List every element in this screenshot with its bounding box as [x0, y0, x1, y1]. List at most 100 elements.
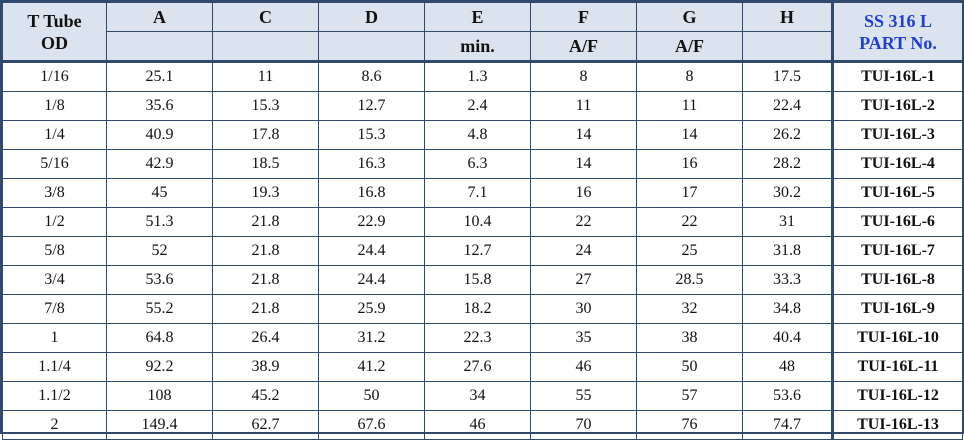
subheader-col-h [742, 31, 833, 62]
cell-h: 40.4 [742, 323, 833, 353]
table-body: 1/16 25.1 11 8.6 1.3 8 8 17.5 TUI-16L-1 … [2, 61, 963, 440]
table-row: 2 149.4 62.7 67.6 46 70 76 74.7 TUI-16L-… [2, 410, 963, 440]
cell-f: 70 [530, 410, 637, 440]
subheader-col-d [318, 31, 425, 62]
cell-tube-od: 7/8 [2, 294, 107, 324]
cell-h: 30.2 [742, 178, 833, 208]
cell-c: 21.8 [212, 207, 319, 237]
table-header: T Tube OD A C D E F G H SS 316 L PART No… [2, 2, 963, 62]
cell-d: 67.6 [318, 410, 425, 440]
cell-g: 25 [636, 236, 743, 266]
header-part-number: SS 316 L PART No. [831, 2, 963, 62]
cell-d: 12.7 [318, 91, 425, 121]
cell-d: 16.8 [318, 178, 425, 208]
cell-a: 55.2 [106, 294, 213, 324]
cell-tube-od: 3/8 [2, 178, 107, 208]
cell-e: 46 [424, 410, 531, 440]
cell-f: 14 [530, 120, 637, 150]
header-tube-od: T Tube OD [2, 2, 107, 62]
header-col-a: A [106, 2, 213, 32]
cell-g: 32 [636, 294, 743, 324]
cell-f: 30 [530, 294, 637, 324]
cell-g: 76 [636, 410, 743, 440]
cell-part-number: TUI-16L-2 [831, 91, 963, 121]
cell-a: 42.9 [106, 149, 213, 179]
cell-d: 24.4 [318, 236, 425, 266]
cell-part-number: TUI-16L-11 [831, 352, 963, 382]
cell-g: 14 [636, 120, 743, 150]
cell-a: 53.6 [106, 265, 213, 295]
cell-e: 4.8 [424, 120, 531, 150]
subheader-col-f: A/F [530, 31, 637, 62]
cell-d: 24.4 [318, 265, 425, 295]
cell-g: 8 [636, 61, 743, 92]
cell-a: 149.4 [106, 410, 213, 440]
cell-c: 45.2 [212, 381, 319, 411]
table-row: 1.1/4 92.2 38.9 41.2 27.6 46 50 48 TUI-1… [2, 352, 963, 382]
cell-f: 24 [530, 236, 637, 266]
cell-c: 19.3 [212, 178, 319, 208]
table-row: 1/4 40.9 17.8 15.3 4.8 14 14 26.2 TUI-16… [2, 120, 963, 150]
cell-a: 108 [106, 381, 213, 411]
cell-f: 11 [530, 91, 637, 121]
cell-tube-od: 5/8 [2, 236, 107, 266]
table-row: 1 64.8 26.4 31.2 22.3 35 38 40.4 TUI-16L… [2, 323, 963, 353]
table-row: 5/16 42.9 18.5 16.3 6.3 14 16 28.2 TUI-1… [2, 149, 963, 179]
cell-g: 28.5 [636, 265, 743, 295]
cell-e: 2.4 [424, 91, 531, 121]
header-row-1: T Tube OD A C D E F G H SS 316 L PART No… [2, 2, 963, 62]
cell-h: 28.2 [742, 149, 833, 179]
cell-d: 15.3 [318, 120, 425, 150]
cell-f: 16 [530, 178, 637, 208]
cell-e: 22.3 [424, 323, 531, 353]
header-col-g: G [636, 2, 743, 32]
cell-part-number: TUI-16L-12 [831, 381, 963, 411]
cell-c: 15.3 [212, 91, 319, 121]
cell-part-number: TUI-16L-7 [831, 236, 963, 266]
cell-d: 22.9 [318, 207, 425, 237]
cell-part-number: TUI-16L-5 [831, 178, 963, 208]
cell-g: 16 [636, 149, 743, 179]
cell-a: 92.2 [106, 352, 213, 382]
cell-d: 16.3 [318, 149, 425, 179]
cell-f: 27 [530, 265, 637, 295]
cell-e: 34 [424, 381, 531, 411]
cell-e: 15.8 [424, 265, 531, 295]
cell-h: 48 [742, 352, 833, 382]
cell-a: 51.3 [106, 207, 213, 237]
cell-g: 50 [636, 352, 743, 382]
cell-c: 21.8 [212, 294, 319, 324]
cell-part-number: TUI-16L-9 [831, 294, 963, 324]
cell-g: 17 [636, 178, 743, 208]
cell-g: 38 [636, 323, 743, 353]
cell-g: 11 [636, 91, 743, 121]
table-row: 7/8 55.2 21.8 25.9 18.2 30 32 34.8 TUI-1… [2, 294, 963, 324]
header-col-c: C [212, 2, 319, 32]
cell-part-number: TUI-16L-13 [831, 410, 963, 440]
cell-g: 22 [636, 207, 743, 237]
cell-c: 21.8 [212, 265, 319, 295]
cell-h: 22.4 [742, 91, 833, 121]
cell-c: 18.5 [212, 149, 319, 179]
cell-part-number: TUI-16L-1 [831, 61, 963, 92]
cell-part-number: TUI-16L-3 [831, 120, 963, 150]
header-part-line1: SS 316 L [863, 10, 933, 31]
cell-tube-od: 1 [2, 323, 107, 353]
cell-h: 31.8 [742, 236, 833, 266]
cell-tube-od: 1/8 [2, 91, 107, 121]
cell-f: 8 [530, 61, 637, 92]
cell-h: 17.5 [742, 61, 833, 92]
cell-c: 21.8 [212, 236, 319, 266]
cell-h: 26.2 [742, 120, 833, 150]
cell-d: 41.2 [318, 352, 425, 382]
cell-tube-od: 1/16 [2, 61, 107, 92]
cell-tube-od: 1.1/2 [2, 381, 107, 411]
cell-f: 46 [530, 352, 637, 382]
cell-c: 38.9 [212, 352, 319, 382]
cell-f: 22 [530, 207, 637, 237]
cell-a: 45 [106, 178, 213, 208]
cell-h: 34.8 [742, 294, 833, 324]
cell-e: 6.3 [424, 149, 531, 179]
